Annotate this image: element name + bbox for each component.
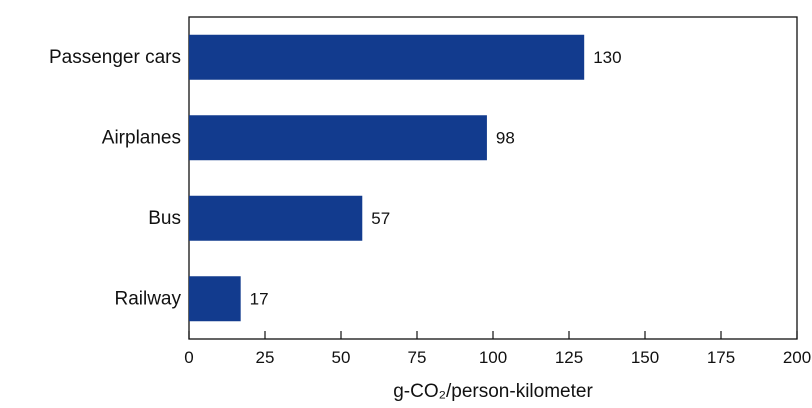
x-tick-label: 175 [707,348,735,367]
bars-group [189,34,585,322]
bar-passenger-cars [189,34,585,80]
value-label-bus: 57 [371,209,390,228]
category-label-railway: Railway [114,288,181,309]
x-tick-label: 0 [184,348,193,367]
x-axis-title: g-CO₂/person-kilometer [393,381,593,402]
value-labels: 130 98 57 17 [250,48,622,309]
x-tick-label: 50 [332,348,351,367]
category-labels: Passenger cars Airplanes Bus Railway [49,47,182,310]
value-label-passenger-cars: 130 [593,48,621,67]
bar-bus [189,195,363,241]
x-tick-label: 125 [555,348,583,367]
x-tick-label: 150 [631,348,659,367]
x-tick-label: 200 [783,348,811,367]
category-label-bus: Bus [148,208,181,229]
x-tick-label: 100 [479,348,507,367]
x-tick-label: 75 [408,348,427,367]
value-label-airplanes: 98 [496,128,515,147]
category-label-airplanes: Airplanes [102,127,181,148]
bar-railway [189,276,241,322]
x-tick-label: 25 [256,348,275,367]
category-label-passenger-cars: Passenger cars [49,47,181,68]
x-axis-ticks: 0 25 50 75 100 125 150 175 200 [184,331,811,367]
bar-airplanes [189,115,487,161]
value-label-railway: 17 [250,289,269,308]
